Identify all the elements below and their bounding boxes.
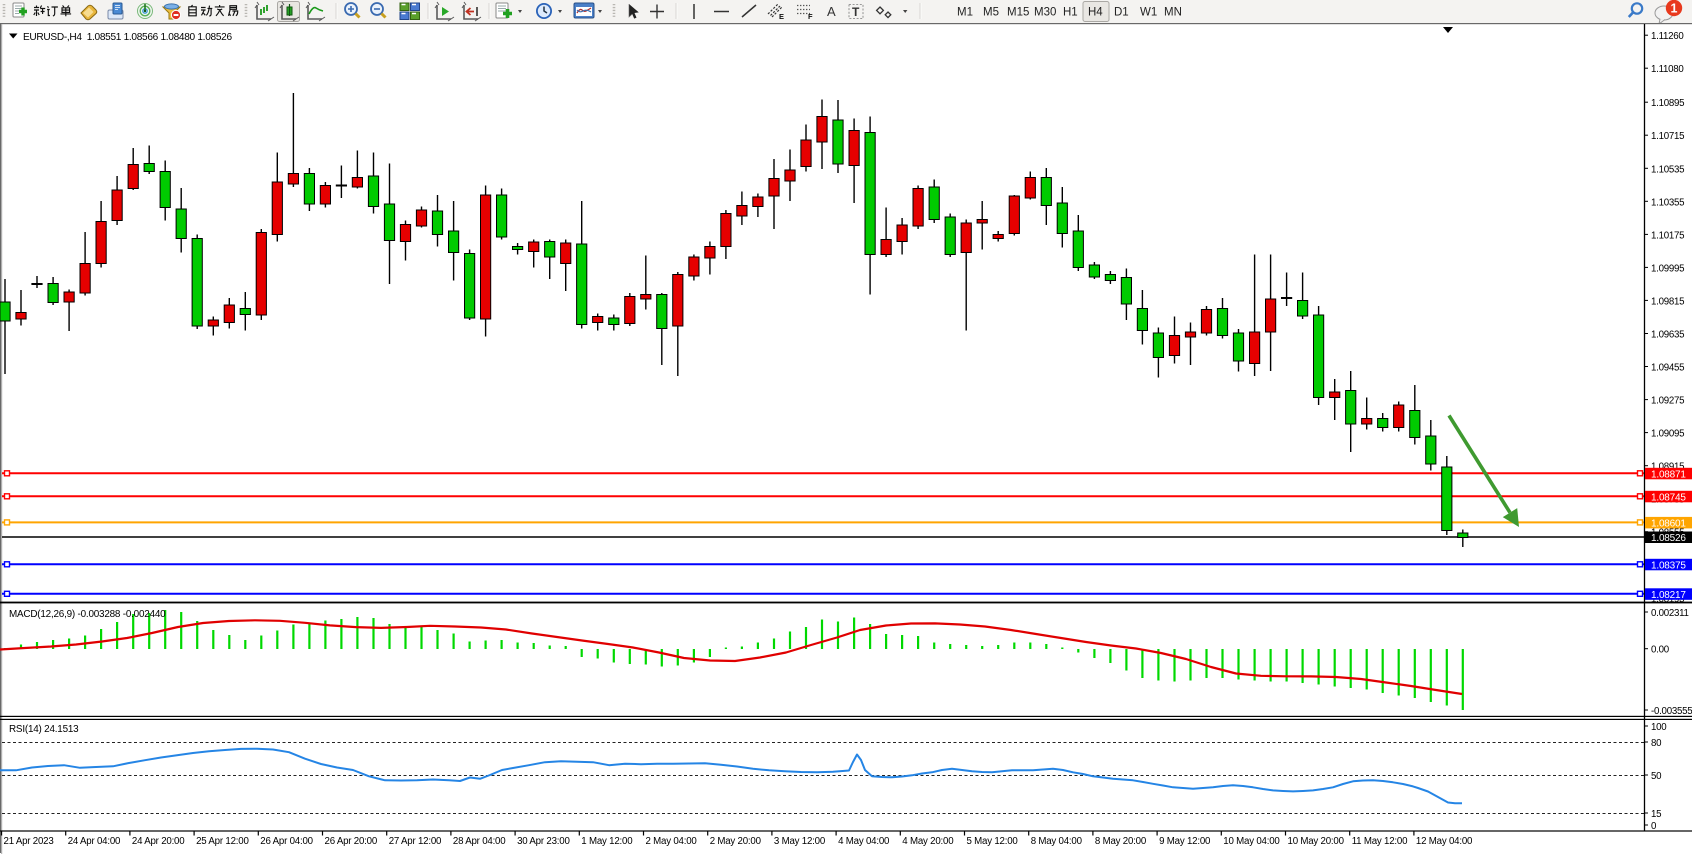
svg-text:M1: M1	[957, 7, 973, 19]
svg-text:H1: H1	[1063, 7, 1078, 19]
svg-text:3 May 12:00: 3 May 12:00	[774, 836, 826, 847]
svg-text:1.09815: 1.09815	[1651, 296, 1684, 307]
svg-text:A: A	[827, 4, 836, 19]
svg-text:1.09995: 1.09995	[1651, 263, 1684, 274]
svg-text:25 Apr 12:00: 25 Apr 12:00	[196, 836, 249, 847]
svg-text:9 May 12:00: 9 May 12:00	[1159, 836, 1211, 847]
svg-text:F: F	[808, 12, 813, 21]
svg-text:80: 80	[1651, 738, 1662, 749]
svg-text:100: 100	[1651, 722, 1667, 733]
svg-text:12 May 04:00: 12 May 04:00	[1416, 836, 1473, 847]
svg-text:0.002311: 0.002311	[1651, 608, 1689, 619]
svg-text:30 Apr 23:00: 30 Apr 23:00	[517, 836, 570, 847]
svg-text:1.09095: 1.09095	[1651, 429, 1684, 440]
svg-text:1.09635: 1.09635	[1651, 330, 1684, 341]
svg-text:24 Apr 04:00: 24 Apr 04:00	[68, 836, 121, 847]
svg-text:-0.003555: -0.003555	[1651, 706, 1692, 717]
svg-text:24 Apr 20:00: 24 Apr 20:00	[132, 836, 185, 847]
svg-text:D1: D1	[1114, 7, 1129, 19]
svg-text:E: E	[779, 12, 784, 21]
svg-text:1.10175: 1.10175	[1651, 230, 1684, 241]
svg-text:MACD(12,26,9) -0.003288 -0.002: MACD(12,26,9) -0.003288 -0.002440	[9, 609, 166, 620]
svg-text:1.09455: 1.09455	[1651, 363, 1684, 374]
svg-text:1.08915: 1.08915	[1651, 462, 1684, 473]
svg-text:M5: M5	[983, 7, 999, 19]
svg-text:15: 15	[1651, 809, 1661, 820]
svg-text:4 May 04:00: 4 May 04:00	[838, 836, 890, 847]
svg-text:1.08217: 1.08217	[1651, 590, 1686, 601]
svg-text:1.10715: 1.10715	[1651, 131, 1684, 142]
svg-text:M30: M30	[1034, 7, 1056, 19]
svg-text:1.08526: 1.08526	[1651, 533, 1686, 544]
svg-text:T: T	[852, 5, 860, 19]
svg-text:0: 0	[1651, 821, 1657, 832]
svg-text:8 May 20:00: 8 May 20:00	[1095, 836, 1147, 847]
svg-text:50: 50	[1651, 771, 1662, 782]
svg-text:8 May 04:00: 8 May 04:00	[1031, 836, 1083, 847]
svg-text:5 May 12:00: 5 May 12:00	[967, 836, 1019, 847]
svg-text:26 Apr 20:00: 26 Apr 20:00	[325, 836, 378, 847]
svg-text:1.08601: 1.08601	[1651, 518, 1686, 529]
svg-text:1.11080: 1.11080	[1651, 64, 1684, 75]
svg-text:1.10535: 1.10535	[1651, 164, 1684, 175]
svg-text:10 May 20:00: 10 May 20:00	[1288, 836, 1345, 847]
svg-text:2 May 20:00: 2 May 20:00	[710, 836, 762, 847]
svg-text:0.00: 0.00	[1651, 645, 1670, 656]
svg-text:2 May 04:00: 2 May 04:00	[646, 836, 698, 847]
svg-text:27 Apr 12:00: 27 Apr 12:00	[389, 836, 442, 847]
svg-text:26 Apr 04:00: 26 Apr 04:00	[260, 836, 313, 847]
svg-text:10 May 04:00: 10 May 04:00	[1223, 836, 1280, 847]
svg-text:M15: M15	[1007, 7, 1029, 19]
svg-text:1.10895: 1.10895	[1651, 98, 1684, 109]
svg-text:H4: H4	[1088, 7, 1103, 19]
svg-text:RSI(14) 24.1513: RSI(14) 24.1513	[9, 724, 79, 735]
svg-text:1 May 12:00: 1 May 12:00	[581, 836, 633, 847]
svg-text:1.08375: 1.08375	[1651, 560, 1686, 571]
svg-text:MN: MN	[1164, 7, 1182, 19]
svg-text:1.08871: 1.08871	[1651, 469, 1686, 480]
svg-text:28 Apr 04:00: 28 Apr 04:00	[453, 836, 506, 847]
svg-text:W1: W1	[1140, 7, 1157, 19]
svg-text:1: 1	[1671, 2, 1678, 16]
svg-text:1.11260: 1.11260	[1651, 31, 1684, 42]
svg-text:1.09275: 1.09275	[1651, 396, 1684, 407]
svg-text:4 May 20:00: 4 May 20:00	[902, 836, 954, 847]
svg-text:EURUSD-,H4 1.08551 1.08566 1.: EURUSD-,H4 1.08551 1.08566 1.08480 1.085…	[23, 32, 232, 43]
svg-text:21 Apr 2023: 21 Apr 2023	[4, 836, 54, 847]
svg-text:1.10355: 1.10355	[1651, 197, 1684, 208]
svg-text:1.08745: 1.08745	[1651, 492, 1686, 503]
svg-text:11 May 12:00: 11 May 12:00	[1352, 836, 1408, 847]
